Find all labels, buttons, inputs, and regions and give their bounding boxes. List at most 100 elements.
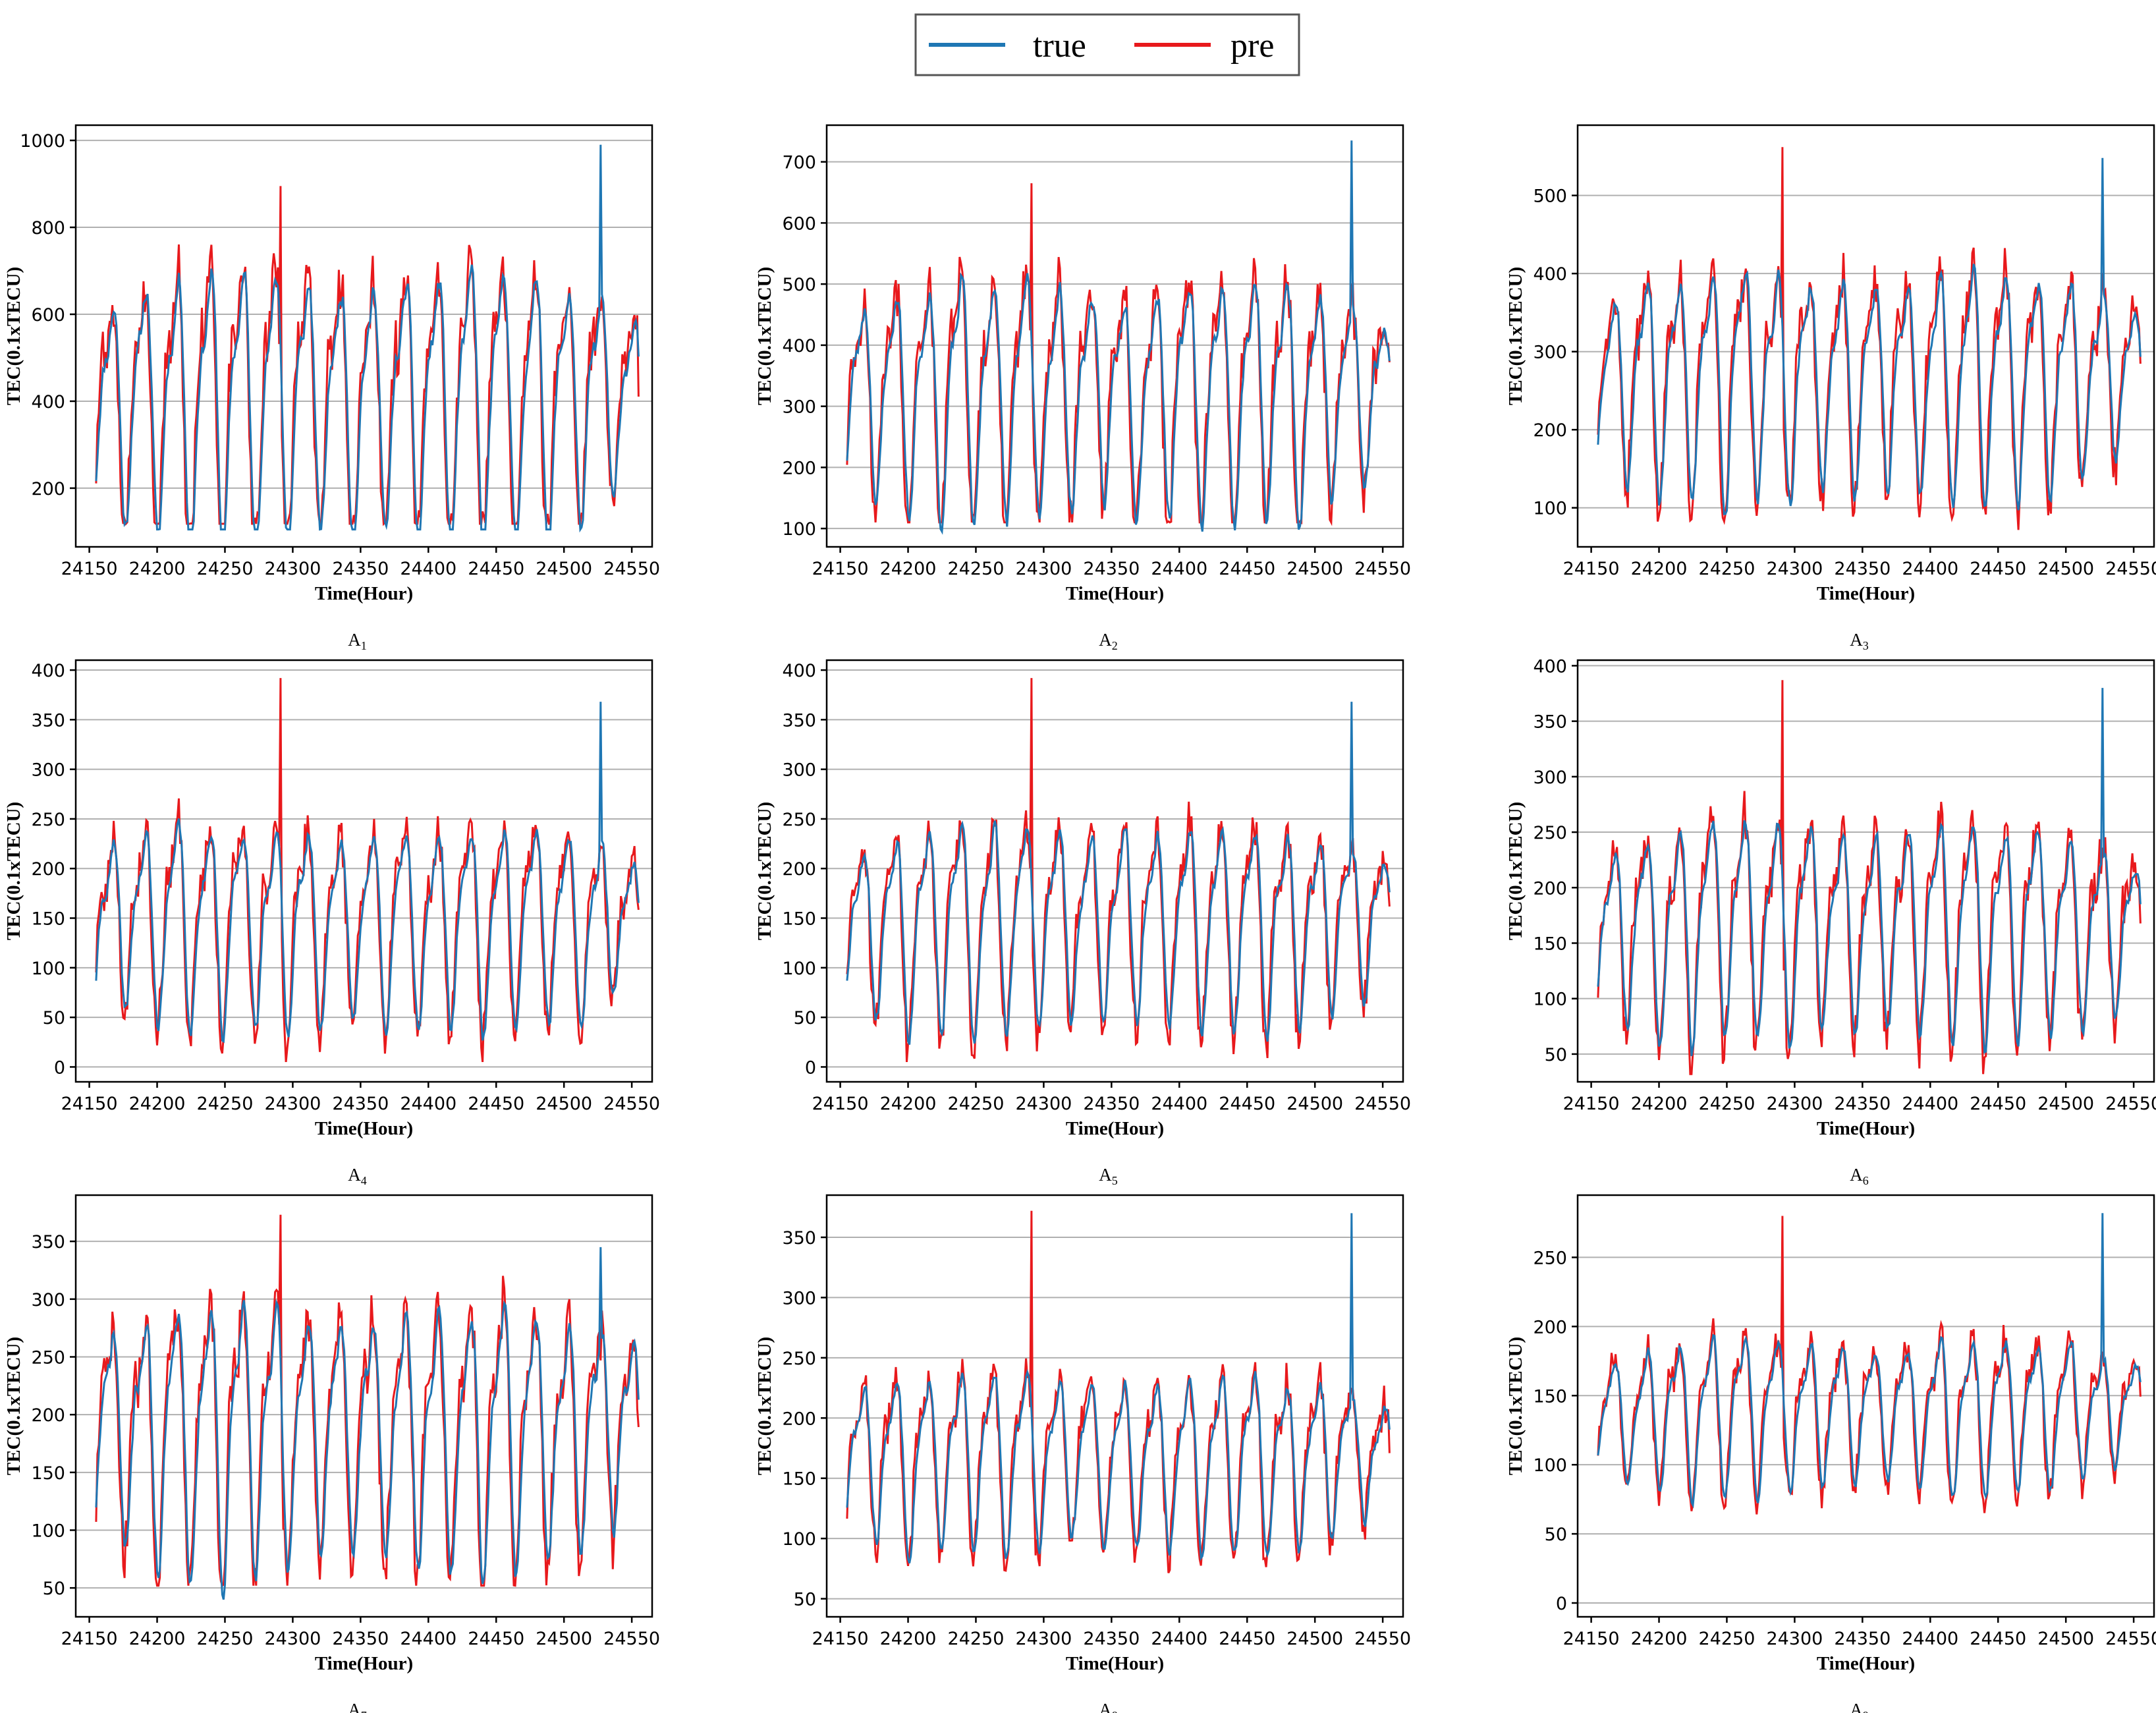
xtick-label-8-6: 24450 (1219, 1629, 1275, 1649)
series-pre-line-5 (846, 678, 1391, 1063)
ytick-label-6-4: 250 (1533, 823, 1567, 843)
xtick-label-5-3: 24300 (1015, 1094, 1072, 1114)
xtick-label-6-6: 24450 (1970, 1094, 2026, 1114)
ytick-label-4-4: 200 (31, 859, 65, 880)
xtick-label-6-0: 24150 (1563, 1094, 1620, 1114)
panel-caption-sub-9: 9 (1863, 1709, 1869, 1713)
xlabel-5: Time(Hour) (1066, 1118, 1164, 1139)
series-true-line-8 (846, 1213, 1391, 1564)
series-true-line-4 (95, 702, 640, 1044)
xtick-label-7-5: 24400 (400, 1629, 456, 1649)
xtick-label-9-3: 24300 (1766, 1629, 1823, 1649)
axes-frame-6 (1576, 659, 2155, 1083)
xtick-label-6-1: 24200 (1631, 1094, 1688, 1114)
panel-caption-5: A5 (1099, 1165, 1118, 1187)
series-true-line-6 (1597, 688, 2142, 1057)
xtick-label-6-4: 24350 (1834, 1094, 1891, 1114)
ytick-label-1-4: 1000 (20, 131, 65, 152)
ytick-label-6-3: 200 (1533, 878, 1567, 899)
ylabel-7: TEC(0.1xTECU) (3, 1337, 24, 1475)
chart-panel-1: 200 400 600 800 1000 24150 24200 24250 24300 2435… (3, 124, 660, 652)
ytick-label-3-4: 500 (1533, 186, 1567, 207)
xtick-label-3-6: 24450 (1970, 559, 2026, 579)
xtick-label-4-6: 24450 (468, 1094, 524, 1114)
xtick-label-5-7: 24500 (1286, 1094, 1343, 1114)
ytick-label-5-7: 350 (782, 710, 816, 731)
chart-panel-5: 0 50 100 150 200 250 300 350 400 24150 24200 24250 2… (754, 659, 1411, 1187)
ytick-label-2-0: 100 (782, 519, 816, 540)
xtick-label-8-1: 24200 (880, 1629, 937, 1649)
ylabel-1: TEC(0.1xTECU) (3, 267, 24, 405)
xtick-label-1-4: 24350 (332, 559, 389, 579)
xtick-label-8-2: 24250 (948, 1629, 1005, 1649)
xtick-label-2-8: 24550 (1354, 559, 1411, 579)
ytick-label-7-4: 250 (31, 1347, 65, 1368)
ytick-label-5-1: 50 (794, 1008, 816, 1028)
xtick-label-4-1: 24200 (129, 1094, 186, 1114)
ytick-label-4-1: 50 (43, 1008, 65, 1028)
ytick-label-6-5: 300 (1533, 768, 1567, 788)
ytick-label-9-1: 50 (1545, 1525, 1567, 1545)
xtick-label-4-0: 24150 (61, 1094, 118, 1114)
xtick-label-9-1: 24200 (1631, 1629, 1688, 1649)
ytick-label-5-5: 250 (782, 810, 816, 830)
panel-caption-8: A8 (1099, 1700, 1118, 1713)
ylabel-2: TEC(0.1xTECU) (754, 267, 775, 405)
panel-caption-6: A6 (1850, 1165, 1869, 1187)
xtick-label-6-2: 24250 (1699, 1094, 1755, 1114)
ylabel-3: TEC(0.1xTECU) (1505, 267, 1526, 405)
xtick-label-6-7: 24500 (2037, 1094, 2094, 1114)
ytick-label-6-0: 50 (1545, 1045, 1567, 1065)
xtick-label-1-8: 24550 (603, 559, 660, 579)
xtick-label-3-1: 24200 (1631, 559, 1688, 579)
xtick-label-7-4: 24350 (332, 1629, 389, 1649)
ytick-label-7-0: 50 (43, 1579, 65, 1599)
panel-caption-sub-6: 6 (1863, 1174, 1869, 1187)
ytick-label-6-7: 400 (1533, 656, 1567, 677)
xtick-label-7-0: 24150 (61, 1629, 118, 1649)
xtick-label-4-3: 24300 (264, 1094, 321, 1114)
xtick-label-8-7: 24500 (1286, 1629, 1343, 1649)
chart-panel-3: 100 200 300 400 500 24150 24200 24250 24300 24350… (1505, 124, 2156, 652)
series-true-line-7 (95, 1247, 640, 1600)
ytick-label-5-4: 200 (782, 859, 816, 880)
xtick-label-4-8: 24550 (603, 1094, 660, 1114)
ylabel-5: TEC(0.1xTECU) (754, 802, 775, 940)
series-pre-line-1 (95, 186, 640, 526)
axes-frame-4 (74, 659, 653, 1083)
ylabel-4: TEC(0.1xTECU) (3, 802, 24, 940)
xtick-label-2-6: 24450 (1219, 559, 1275, 579)
series-true-line-3 (1597, 157, 2142, 515)
ytick-label-3-0: 100 (1533, 499, 1567, 519)
ytick-label-7-6: 350 (31, 1232, 65, 1252)
xtick-label-5-2: 24250 (948, 1094, 1005, 1114)
xtick-label-5-6: 24450 (1219, 1094, 1275, 1114)
xtick-label-1-0: 24150 (61, 559, 118, 579)
ytick-label-2-1: 200 (782, 458, 816, 478)
ytick-label-9-3: 150 (1533, 1386, 1567, 1407)
xtick-label-7-1: 24200 (129, 1629, 186, 1649)
ytick-label-8-5: 300 (782, 1288, 816, 1308)
xtick-label-5-5: 24400 (1151, 1094, 1207, 1114)
xtick-label-6-3: 24300 (1766, 1094, 1823, 1114)
series-pre-line-4 (95, 678, 640, 1063)
ytick-label-4-7: 350 (31, 710, 65, 731)
xtick-label-1-7: 24500 (536, 559, 592, 579)
xtick-label-7-8: 24550 (603, 1629, 660, 1649)
legend-pre-label: pre (1230, 27, 1274, 65)
ytick-label-3-2: 300 (1533, 343, 1567, 363)
panel-caption-9: A9 (1850, 1700, 1869, 1713)
chart-panel-7: 50 100 150 200 250 300 350 24150 24200 24250 24300… (3, 1194, 660, 1713)
xlabel-7: Time(Hour) (315, 1653, 413, 1674)
xtick-label-5-4: 24350 (1083, 1094, 1140, 1114)
ytick-label-8-3: 200 (782, 1409, 816, 1429)
xtick-label-2-4: 24350 (1083, 559, 1140, 579)
ytick-label-9-0: 0 (1556, 1594, 1567, 1614)
ytick-label-4-6: 300 (31, 760, 65, 781)
xtick-label-7-2: 24250 (197, 1629, 254, 1649)
ytick-label-2-3: 400 (782, 336, 816, 356)
xtick-label-1-6: 24450 (468, 559, 524, 579)
series-true-line-2 (846, 140, 1391, 535)
ytick-label-2-4: 500 (782, 275, 816, 295)
